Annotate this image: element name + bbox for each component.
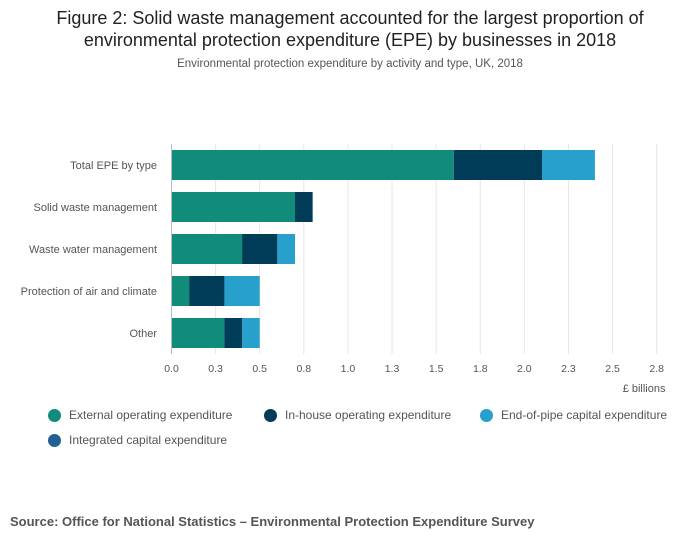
x-axis-label: £ billions <box>623 383 666 395</box>
legend-item-external[interactable]: External operating expenditure <box>48 408 232 422</box>
bar-segment-endofpipe <box>242 318 260 348</box>
bar-segment-external <box>171 192 295 222</box>
bar-segment-endofpipe <box>542 150 595 180</box>
bar-segment-external <box>171 234 243 264</box>
chart-title-line-2: environmental protection expenditure (EP… <box>83 30 617 50</box>
bar-segment-inhouse <box>189 276 225 306</box>
legend-swatch-external <box>48 408 61 422</box>
x-tick-label: 0.5 <box>252 363 267 375</box>
category-label: Waste water management <box>29 244 157 256</box>
x-tick-label: 2.0 <box>517 363 532 375</box>
bar-segment-inhouse <box>224 318 243 348</box>
x-tick-label: 1.0 <box>341 363 356 375</box>
chart-title: Figure 2: Solid waste management account… <box>0 7 700 51</box>
x-tick-label: 1.8 <box>473 363 488 375</box>
legend-swatch-inhouse <box>264 408 277 422</box>
x-tick-label: 0.3 <box>208 363 223 375</box>
bar-segment-endofpipe <box>224 276 260 306</box>
category-label: Other <box>129 328 157 340</box>
source-note: Source: Office for National Statistics –… <box>10 514 535 529</box>
legend-swatch-endofpipe <box>480 408 493 422</box>
category-label: Protection of air and climate <box>21 286 157 298</box>
bar-segment-external <box>171 276 190 306</box>
legend-item-inhouse[interactable]: In-house operating expenditure <box>264 408 451 422</box>
legend-swatch-integrated <box>48 433 61 447</box>
x-tick-label: 2.8 <box>649 363 664 375</box>
x-tick-label: 2.5 <box>605 363 620 375</box>
legend-label-endofpipe: End-of-pipe capital expenditure <box>501 408 668 422</box>
legend-item-integrated[interactable]: Integrated capital expenditure <box>48 433 227 447</box>
x-tick-label: 0.0 <box>164 363 179 375</box>
x-tick-label: 1.5 <box>429 363 444 375</box>
stacked-bar-chart: 0.0 0.3 0.5 0.8 1.0 1.3 1.5 1.8 2.0 2.3 2.5 2.8 £ bi… <box>21 144 666 395</box>
legend-label-inhouse: In-house operating expenditure <box>285 408 452 422</box>
legend-label-external: External operating expenditure <box>69 408 233 422</box>
bar-segment-external <box>171 318 225 348</box>
bar-segment-endofpipe <box>277 234 295 264</box>
bar-segment-inhouse <box>453 150 542 180</box>
legend-item-endofpipe[interactable]: End-of-pipe capital expenditure <box>480 408 667 422</box>
bar-segment-inhouse <box>242 234 278 264</box>
bar-segment-external <box>171 150 454 180</box>
category-label: Solid waste management <box>33 202 157 214</box>
chart-subtitle: Environmental protection expenditure by … <box>177 58 523 70</box>
x-tick-label: 0.8 <box>297 363 312 375</box>
category-label: Total EPE by type <box>70 160 157 172</box>
bar-segment-inhouse <box>295 192 313 222</box>
legend-label-integrated: Integrated capital expenditure <box>69 433 228 447</box>
chart-title-line-1: Figure 2: Solid waste management account… <box>56 8 644 28</box>
x-tick-label: 1.3 <box>385 363 400 375</box>
x-tick-label: 2.3 <box>561 363 576 375</box>
